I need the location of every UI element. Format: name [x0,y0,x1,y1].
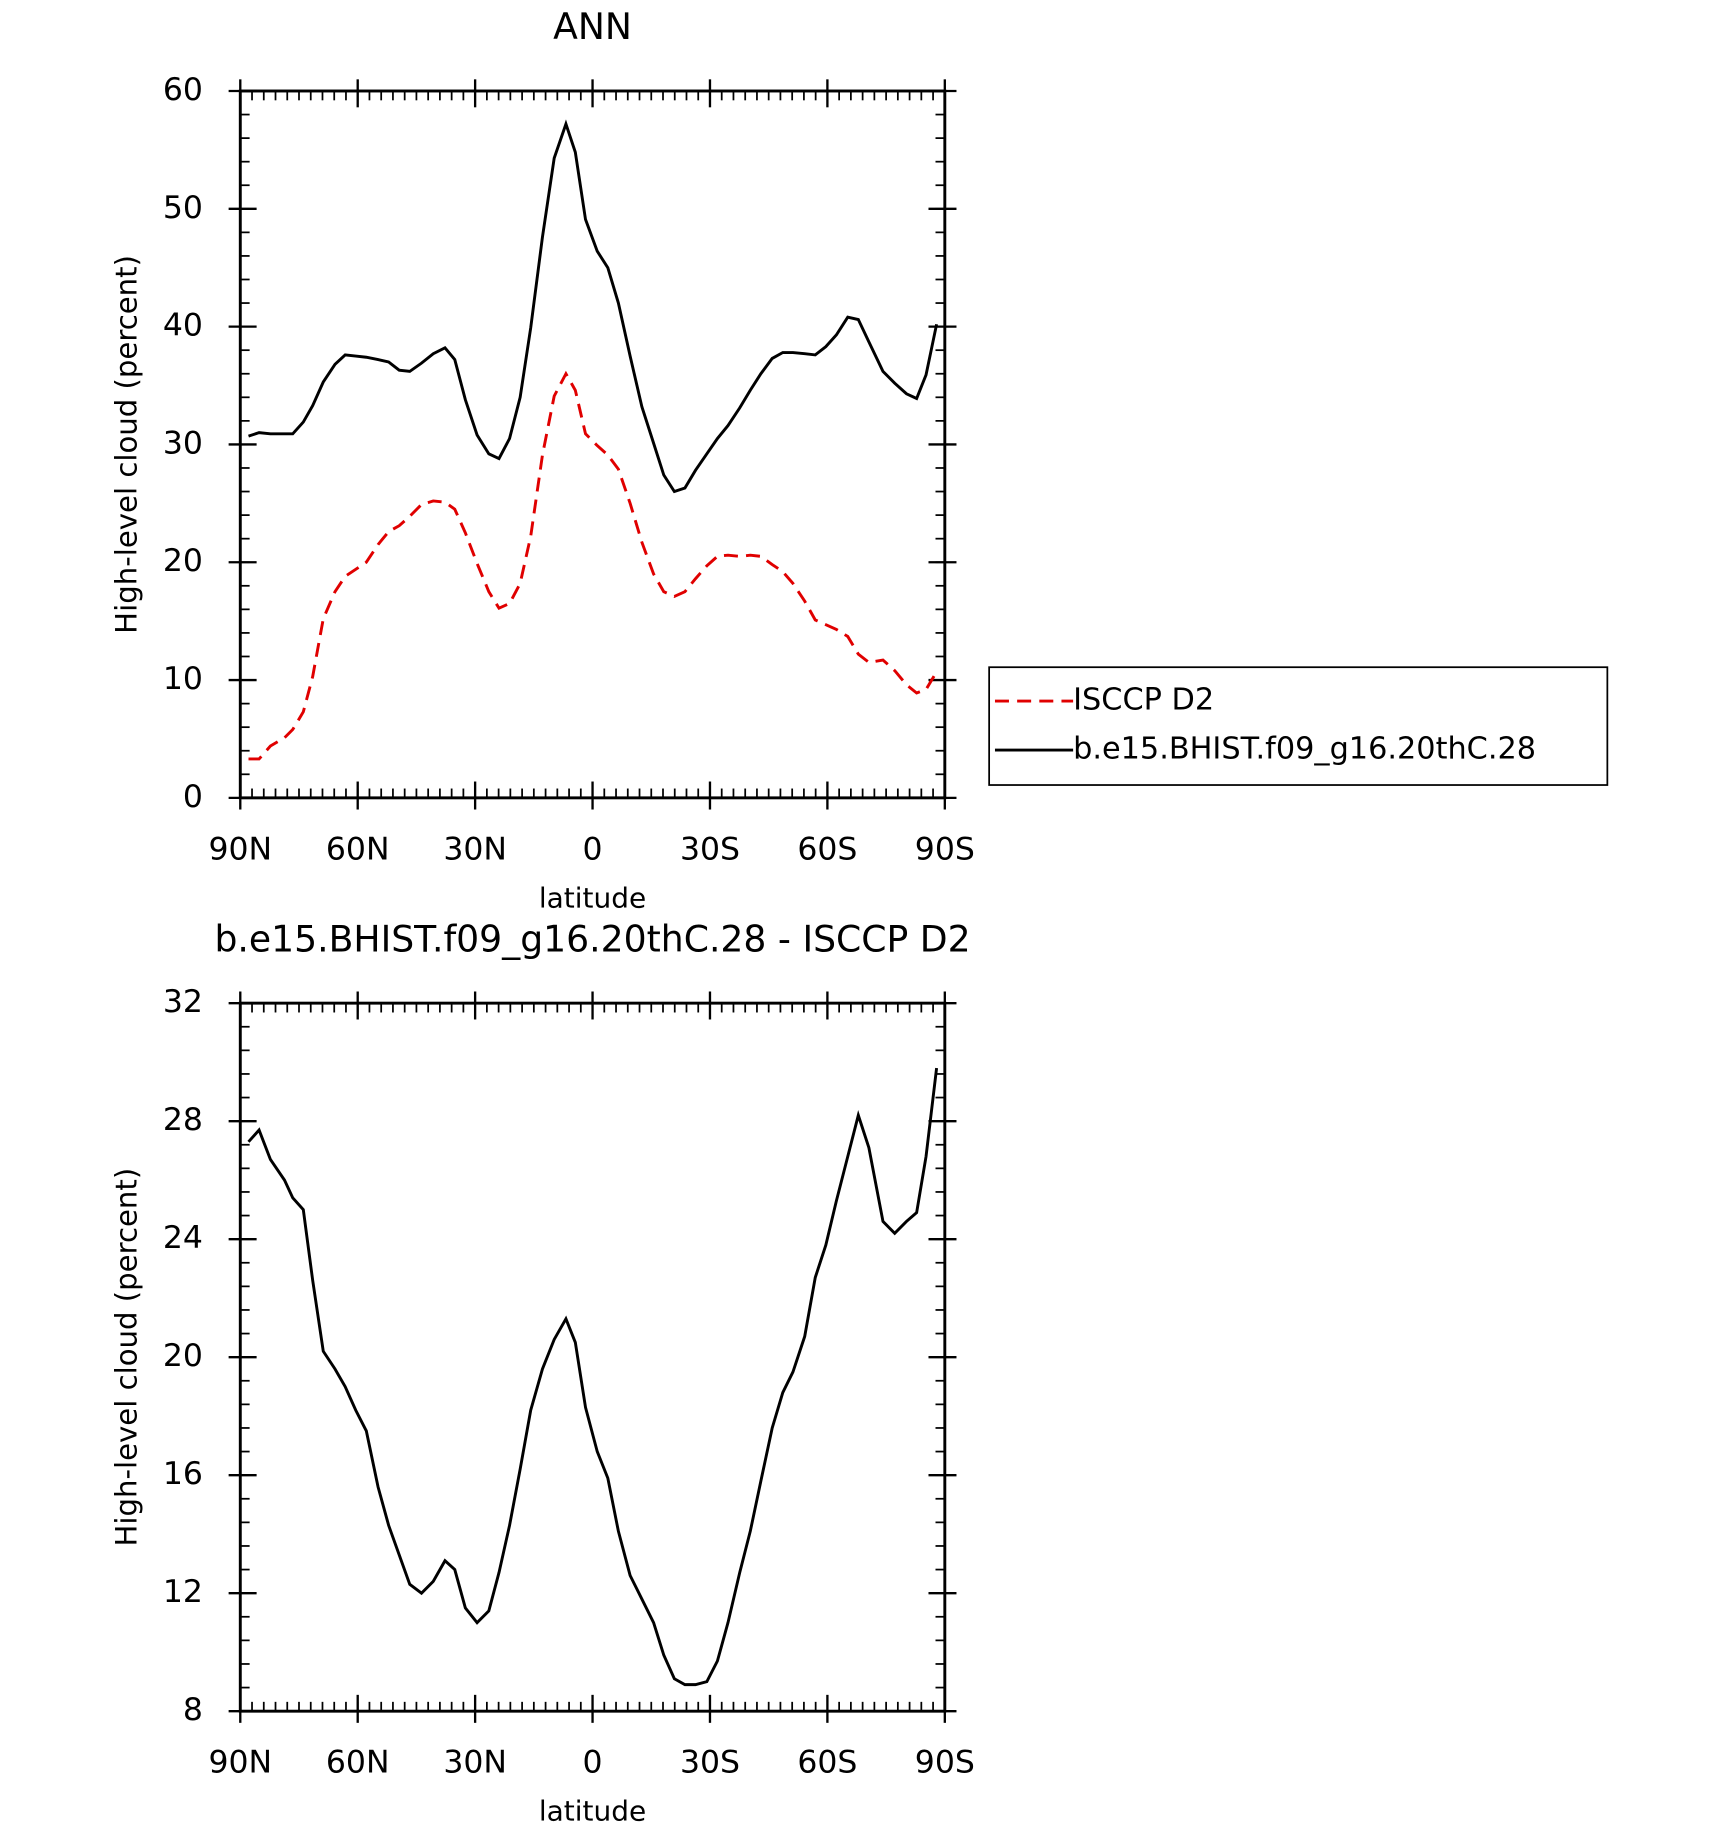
y-tick-label: 24 [163,1220,203,1256]
plot-frame [238,89,947,800]
x-axis-label: latitude [539,881,646,914]
series-line [247,1067,939,1687]
y-tick-label: 20 [163,543,203,579]
chart-title: ANN [553,5,632,48]
y-axis-label: High-level cloud (percent) [109,255,143,634]
y-tick-label: 30 [163,425,203,461]
x-tick-label: 30S [680,831,740,867]
x-tick-label: 0 [583,1745,603,1781]
x-axis-label: latitude [539,1795,646,1822]
x-tick-label: 90S [915,831,975,867]
y-tick-label: 32 [163,984,203,1020]
legend-label: b.e15.BHIST.f09_g16.20thC.28 [1073,732,1536,767]
y-tick-label: 10 [163,661,203,697]
y-tick-label: 40 [163,308,203,344]
x-tick-label: 90N [208,1745,272,1781]
x-tick-label: 0 [583,831,603,867]
x-tick-label: 90N [208,831,272,867]
plot-frame [238,1001,947,1713]
y-tick-label: 16 [163,1456,203,1492]
y-tick-label: 50 [163,190,203,226]
series-line [248,119,939,494]
y-tick-label: 0 [183,779,203,815]
y-axis-label: High-level cloud (percent) [109,1168,143,1547]
x-tick-label: 60S [797,831,857,867]
x-tick-label: 60S [797,1745,857,1781]
y-tick-label: 20 [163,1338,203,1374]
y-tick-label: 60 [163,72,203,108]
legend-box [988,666,1609,786]
x-tick-label: 60N [326,1745,390,1781]
chart-title: b.e15.BHIST.f09_g16.20thC.28 - ISCCP D2 [214,917,970,960]
series-line [248,370,938,761]
legend-label: ISCCP D2 [1073,683,1214,718]
x-tick-label: 30S [680,1745,740,1781]
x-tick-label: 60N [326,831,390,867]
x-tick-label: 30N [443,1745,507,1781]
y-tick-label: 28 [163,1102,203,1138]
y-tick-label: 12 [163,1574,203,1610]
x-tick-label: 30N [443,831,507,867]
x-tick-label: 90S [915,1745,975,1781]
y-tick-label: 8 [183,1692,203,1728]
